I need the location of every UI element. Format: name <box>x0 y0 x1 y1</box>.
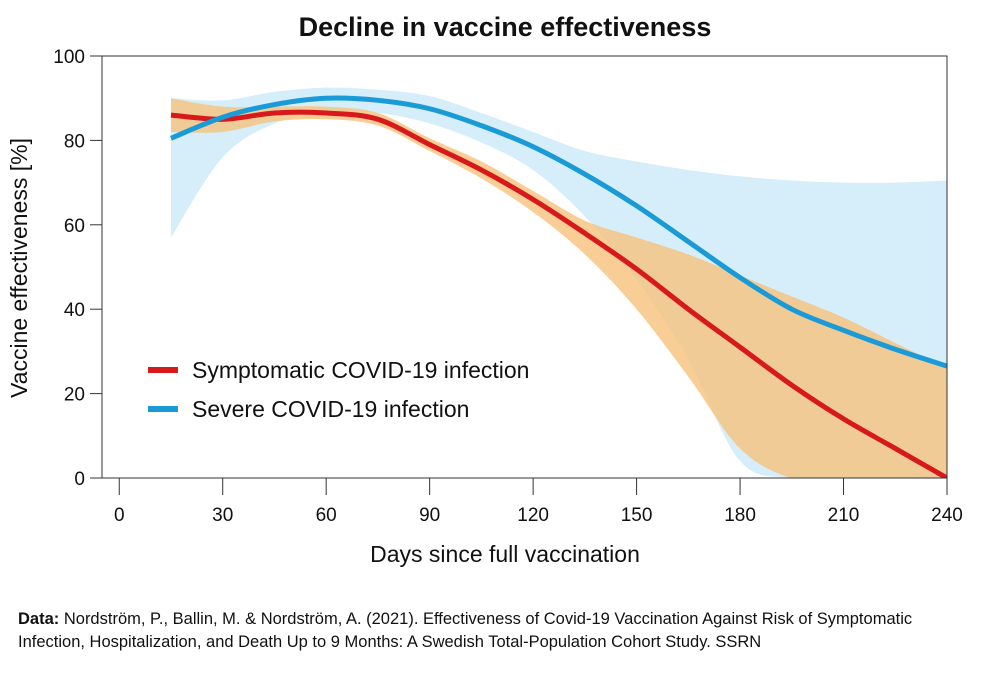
x-tick-label: 120 <box>517 505 549 526</box>
chart: Decline in vaccine effectiveness 0 20 40 60… <box>6 12 963 567</box>
data-source-note: Data: Nordström, P., Ballin, M. & Nordst… <box>18 608 968 654</box>
y-axis: 0 20 40 60 80 100 <box>53 47 102 490</box>
x-tick-label: 240 <box>931 505 963 526</box>
x-tick-label: 150 <box>621 505 653 526</box>
data-source-text: Nordström, P., Ballin, M. & Nordström, A… <box>18 610 913 651</box>
y-tick-label: 0 <box>74 469 85 490</box>
x-tick-label: 0 <box>114 505 125 526</box>
chart-title: Decline in vaccine effectiveness <box>299 12 712 42</box>
data-source-label: Data: <box>18 610 60 628</box>
legend-label-severe: Severe COVID-19 infection <box>192 396 469 422</box>
legend-label-symptomatic: Symptomatic COVID-19 infection <box>192 357 529 383</box>
legend: Symptomatic COVID-19 infection Severe COV… <box>148 357 529 422</box>
y-tick-label: 100 <box>53 47 85 68</box>
y-axis-label: Vaccine effectiveness [%] <box>6 138 32 398</box>
plot-area <box>170 87 947 478</box>
confidence-band-symptomatic <box>170 98 947 478</box>
x-axis: 0 30 60 90 120 150 180 210 240 <box>114 478 963 526</box>
y-tick-label: 80 <box>64 131 85 152</box>
x-tick-label: 60 <box>316 505 337 526</box>
x-tick-label: 30 <box>212 505 233 526</box>
x-tick-label: 90 <box>419 505 440 526</box>
y-tick-label: 40 <box>64 300 85 321</box>
plot-frame <box>101 55 948 479</box>
x-tick-label: 210 <box>828 505 860 526</box>
series-line-symptomatic <box>170 109 947 478</box>
series-line-severe <box>170 95 947 369</box>
y-tick-label: 60 <box>64 216 85 237</box>
x-axis-label: Days since full vaccination <box>370 541 640 567</box>
y-tick-label: 20 <box>64 385 85 406</box>
x-tick-label: 180 <box>724 505 756 526</box>
